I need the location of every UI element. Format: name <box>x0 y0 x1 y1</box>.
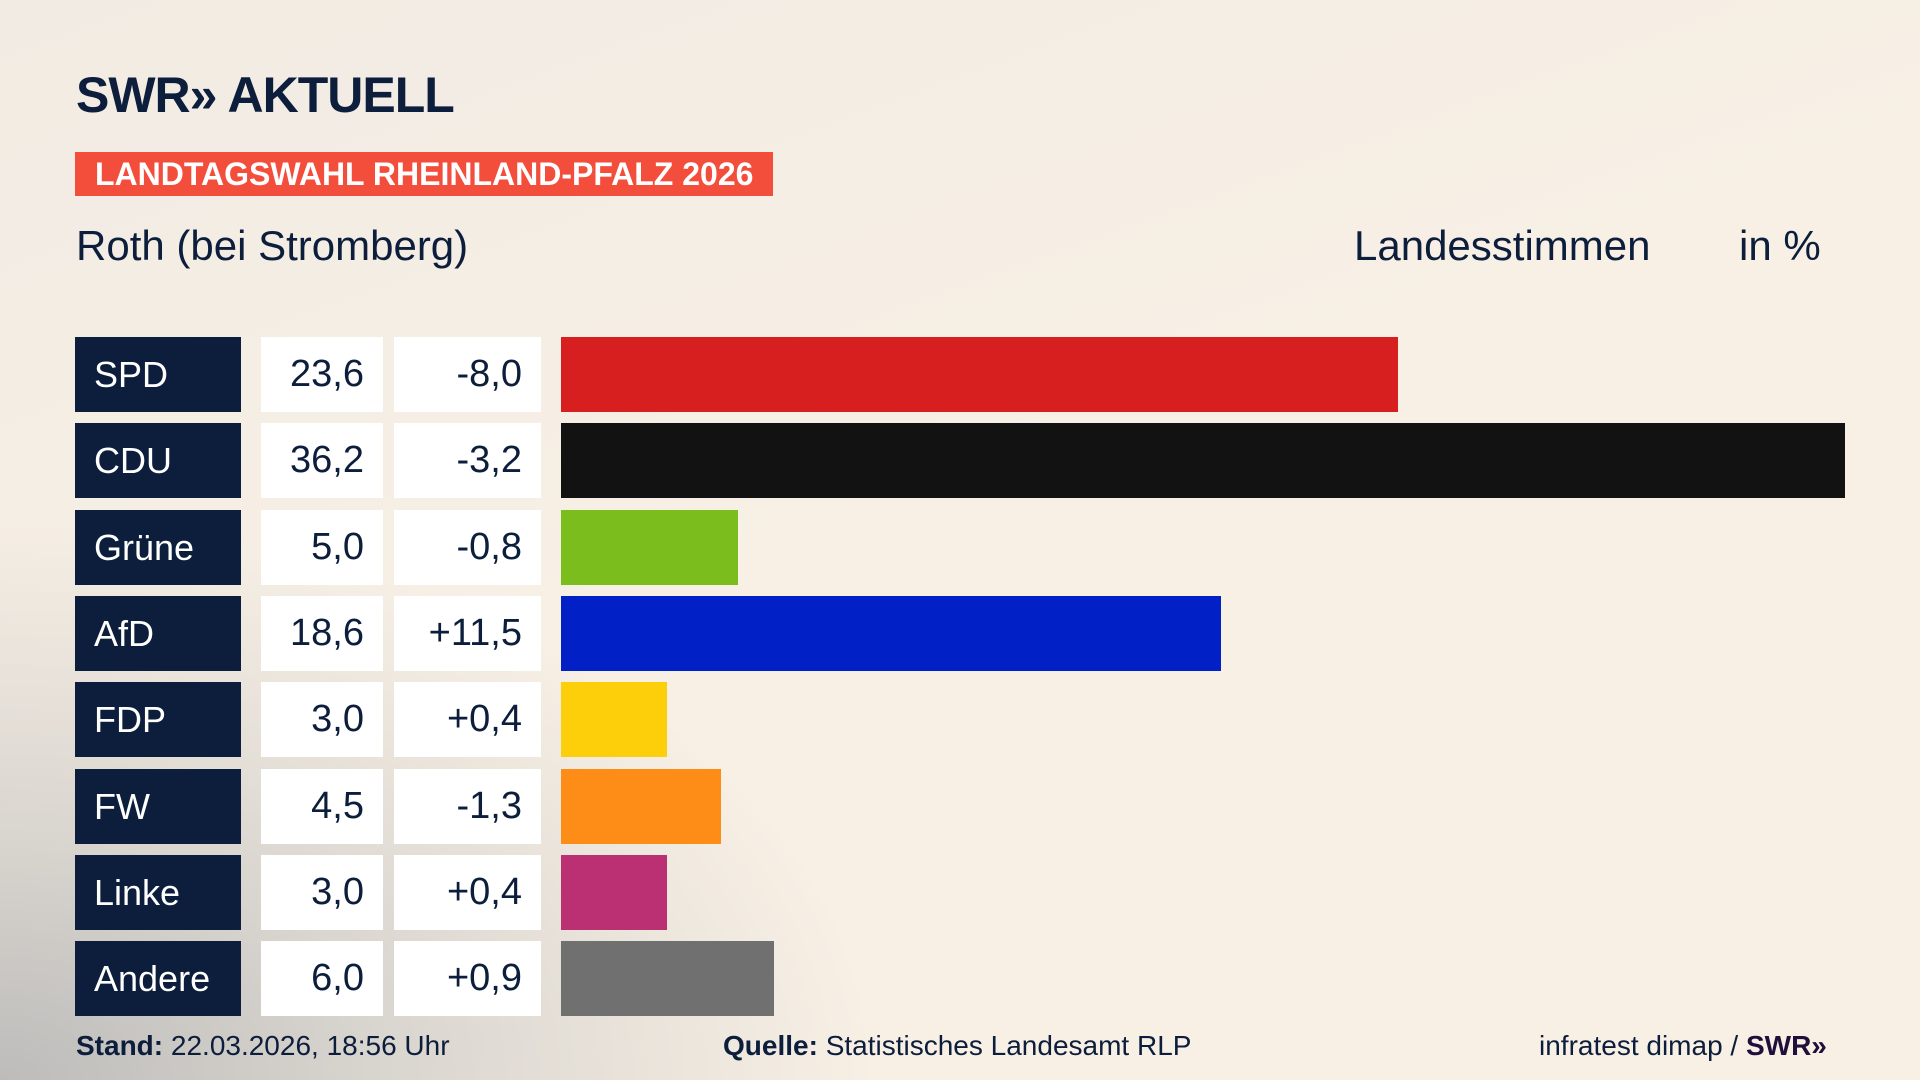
bar-row: FW 4,5 -1,3 <box>0 768 1920 844</box>
unit-label: in % <box>1739 222 1821 269</box>
diff-label: +11,5 <box>394 595 541 671</box>
party-label: FW <box>75 768 241 844</box>
bar-row: FDP 3,0 +0,4 <box>0 682 1920 758</box>
source: Quelle: Statistisches Landesamt RLP <box>723 1030 1191 1062</box>
bar-row: CDU 36,2 -3,2 <box>0 423 1920 499</box>
value-label: 6,0 <box>261 941 383 1017</box>
party-label: Linke <box>75 854 241 930</box>
bar-linke <box>561 854 668 930</box>
bar-row: Grüne 5,0 -0,8 <box>0 509 1920 585</box>
election-banner: LANDTAGSWAHL RHEINLAND-PFALZ 2026 <box>75 152 774 196</box>
diff-label: +0,4 <box>394 854 541 930</box>
source-value: Statistisches Landesamt RLP <box>825 1030 1192 1061</box>
timestamp: Stand: 22.03.2026, 18:56 Uhr <box>76 1030 450 1062</box>
diff-label: -3,2 <box>394 423 541 499</box>
bar-row: SPD 23,6 -8,0 <box>0 337 1920 412</box>
diff-label: -1,3 <box>394 768 541 844</box>
value-label: 5,0 <box>261 509 383 585</box>
bar-row: Linke 3,0 +0,4 <box>0 854 1920 930</box>
value-label: 3,0 <box>261 854 383 930</box>
swr-logo: SWR» <box>1745 1030 1827 1061</box>
credit-text: infratest dimap / <box>1539 1030 1746 1061</box>
bar-row: AfD 18,6 +11,5 <box>0 595 1920 671</box>
bar-fdp <box>561 682 668 758</box>
party-label: FDP <box>75 682 241 758</box>
diff-label: +0,4 <box>394 682 541 758</box>
party-label: Grüne <box>75 509 241 585</box>
party-label: Andere <box>75 941 241 1017</box>
bar-row: Andere 6,0 +0,9 <box>0 941 1920 1017</box>
diff-label: +0,9 <box>394 941 541 1017</box>
party-label: SPD <box>75 337 241 412</box>
value-label: 3,0 <box>261 682 383 758</box>
stand-label: Stand: <box>76 1030 164 1061</box>
bar-cdu <box>561 423 1845 499</box>
value-label: 36,2 <box>261 423 383 499</box>
party-label: AfD <box>75 595 241 671</box>
value-label: 4,5 <box>261 768 383 844</box>
bar-spd <box>561 337 1399 412</box>
bar-fw <box>561 768 721 844</box>
diff-label: -8,0 <box>394 337 541 412</box>
credit: infratest dimap / SWR» <box>1539 1030 1827 1062</box>
measure-label: Landesstimmen <box>1354 222 1651 269</box>
page-title: Roth (bei Stromberg) <box>76 222 469 269</box>
stand-value: 22.03.2026, 18:56 Uhr <box>170 1030 450 1061</box>
diff-label: -0,8 <box>394 509 541 585</box>
bar-afd <box>561 595 1221 671</box>
party-label: CDU <box>75 423 241 499</box>
bar-grüne <box>561 509 739 585</box>
bar-andere <box>561 941 774 1017</box>
value-label: 23,6 <box>261 337 383 412</box>
value-label: 18,6 <box>261 595 383 671</box>
swr-aktuell-logo: SWR» AKTUELL <box>76 67 455 123</box>
source-label: Quelle: <box>723 1030 818 1061</box>
